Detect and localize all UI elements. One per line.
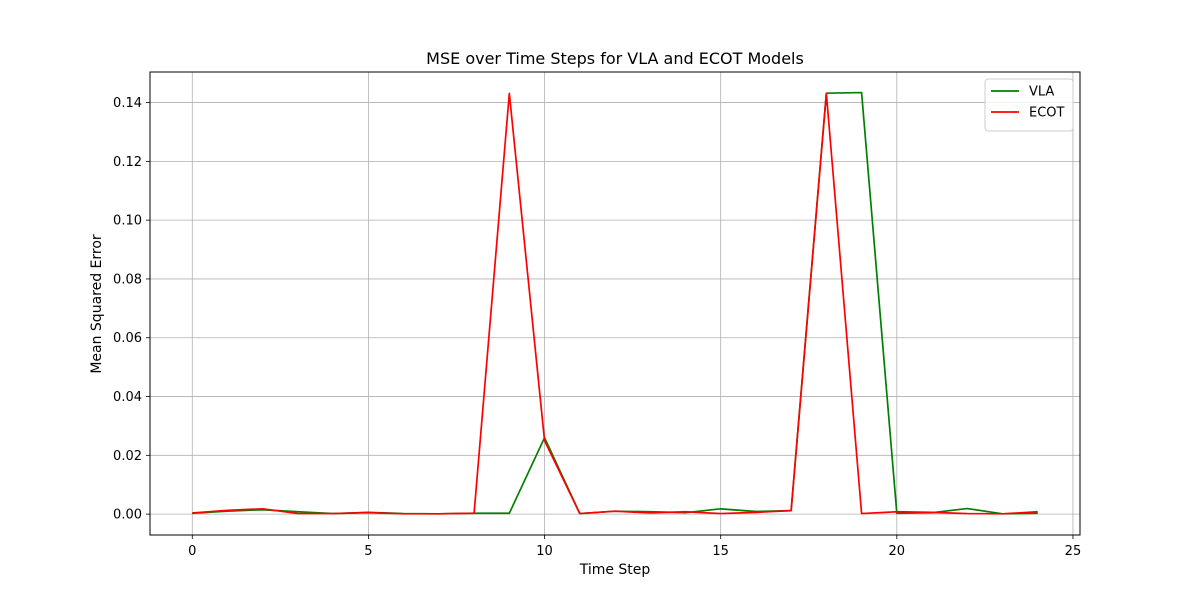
series-line-ecot bbox=[192, 92, 1038, 515]
x-axis-label: Time Step bbox=[579, 562, 651, 578]
y-tick-label: 0.14 bbox=[113, 96, 142, 111]
y-tick-label: 0.02 bbox=[113, 449, 142, 464]
plot-area-frame bbox=[149, 71, 1081, 536]
x-tick-label: 5 bbox=[364, 544, 372, 559]
y-tick-label: 0.06 bbox=[113, 331, 142, 346]
y-tick-label: 0.04 bbox=[113, 390, 142, 405]
legend: VLA ECOT bbox=[984, 78, 1074, 132]
y-axis-label: Mean Squared Error bbox=[89, 234, 105, 374]
x-tick-label: 15 bbox=[712, 544, 729, 559]
legend-label-ecot: ECOT bbox=[1029, 106, 1065, 121]
y-tick-label: 0.12 bbox=[113, 155, 142, 170]
tick-layer: 0 5 10 15 20 25 0.00 0.02 0.04 0.06 0.08 0.10 0.12 0.… bbox=[113, 96, 1081, 559]
x-tick-label: 10 bbox=[536, 544, 553, 559]
chart-title: MSE over Time Steps for VLA and ECOT Mod… bbox=[426, 49, 804, 68]
grid-layer bbox=[150, 72, 1080, 535]
y-tick-label: 0.08 bbox=[113, 272, 142, 287]
x-tick-label: 20 bbox=[889, 544, 906, 559]
y-tick-label: 0.00 bbox=[113, 508, 142, 523]
x-tick-label: 0 bbox=[188, 544, 196, 559]
y-tick-label: 0.10 bbox=[113, 214, 142, 229]
legend-label-vla: VLA bbox=[1029, 85, 1054, 100]
series-layer bbox=[192, 91, 1038, 515]
legend-frame bbox=[984, 78, 1074, 132]
x-tick-label: 25 bbox=[1065, 544, 1082, 559]
